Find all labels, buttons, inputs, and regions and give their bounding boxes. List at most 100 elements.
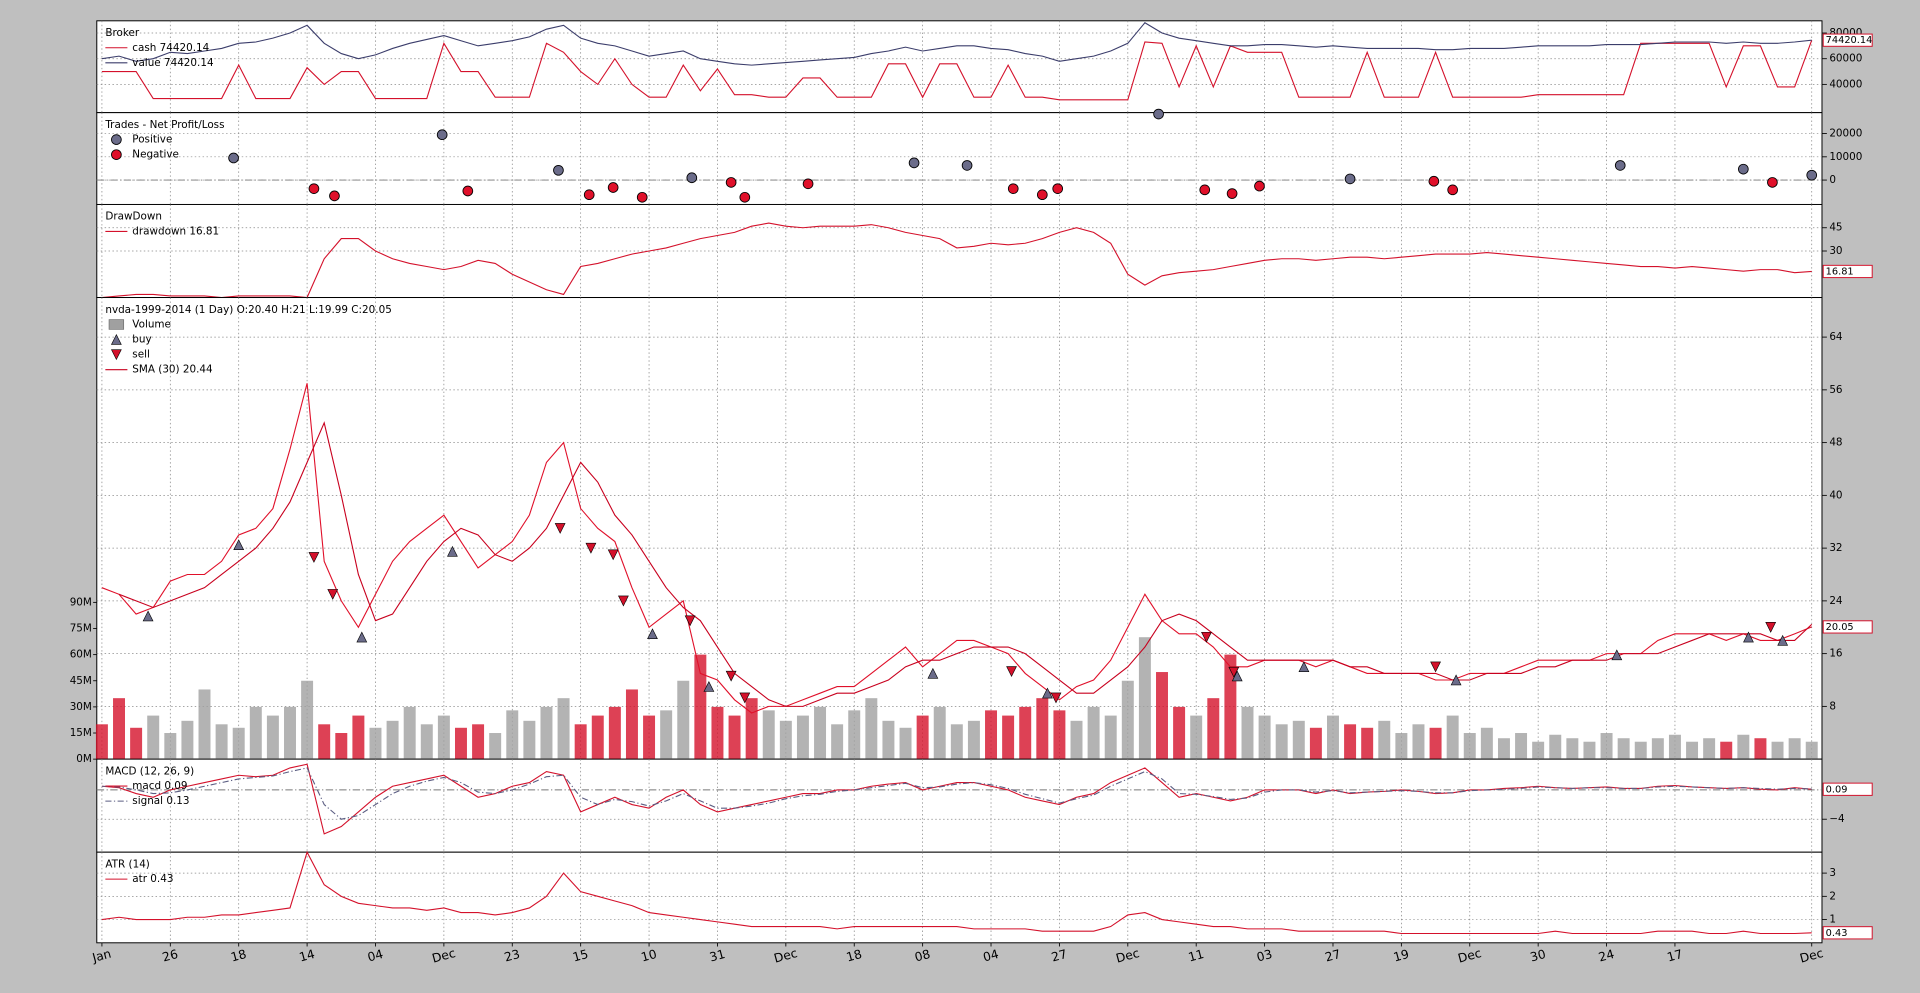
series-line	[101, 767, 1812, 820]
trade-point	[1428, 175, 1440, 187]
volume-bar	[420, 724, 433, 760]
volume-bar	[198, 689, 211, 760]
trade-point	[1344, 173, 1356, 185]
x-tick-label: 03	[1255, 947, 1274, 965]
last-value-label: 16.81	[1826, 266, 1854, 277]
volume-bar	[608, 706, 621, 760]
volume-bar	[745, 698, 758, 760]
volume-bar	[318, 724, 331, 760]
volume-bar	[1361, 727, 1374, 760]
x-tick-label: 27	[1324, 947, 1343, 965]
volume-bar	[625, 689, 638, 760]
trade-point	[1447, 184, 1458, 196]
last-value-label: 0.09	[1826, 784, 1848, 795]
trade-point	[308, 183, 320, 194]
x-tick-label: 18	[229, 947, 248, 965]
volume-bar	[779, 720, 792, 760]
panel-title: MACD (12, 26, 9)	[105, 765, 194, 777]
volume-bar	[1668, 734, 1681, 760]
buy-marker	[1298, 661, 1310, 673]
trade-point	[1153, 108, 1164, 120]
series-line	[101, 850, 1812, 935]
panel-title: DrawDown	[105, 211, 162, 223]
trade-point	[1199, 184, 1211, 196]
volume-bar	[1087, 706, 1100, 760]
volume-bar	[814, 706, 827, 760]
last-value-label: 20.05	[1826, 622, 1854, 633]
volume-bar	[933, 706, 946, 760]
volume-bar	[1019, 706, 1032, 760]
volume-bar	[352, 715, 365, 760]
sell-marker	[327, 589, 339, 600]
volume-bar	[506, 710, 519, 760]
sell-marker	[1765, 622, 1777, 633]
series-line	[101, 383, 1812, 714]
volume-bar	[335, 733, 348, 760]
volume-bar	[1788, 738, 1801, 760]
panel	[96, 203, 1823, 299]
trade-point	[908, 157, 920, 169]
buy-marker	[142, 610, 154, 622]
volume-bar	[1275, 724, 1288, 760]
buy-marker	[1450, 674, 1462, 686]
trade-point	[636, 191, 648, 203]
sell-marker	[684, 615, 696, 627]
volume-bar	[1258, 715, 1271, 760]
trade-point	[1767, 177, 1778, 188]
sell-marker	[1228, 666, 1240, 678]
volume-bar	[181, 720, 194, 760]
trade-point	[607, 182, 619, 193]
volume-bar	[249, 706, 262, 760]
x-tick-label: 23	[503, 947, 522, 965]
buy-marker	[1611, 649, 1623, 661]
volume-bar	[437, 715, 450, 760]
legend-label: value 74420.14	[132, 57, 214, 69]
buy-marker	[233, 539, 245, 551]
last-value-label: 74420.14	[1826, 35, 1873, 46]
volume-bar	[454, 727, 467, 760]
x-tick-label: 10	[640, 947, 659, 965]
y-tick-label: 8	[1829, 700, 1836, 712]
sell-marker	[725, 670, 737, 682]
buy-marker	[1231, 670, 1243, 682]
volume-bar	[1720, 741, 1733, 760]
legend-label: Negative	[132, 149, 179, 161]
x-tick-label: 19	[1392, 947, 1411, 965]
volume-bar	[1378, 720, 1391, 760]
y2-tick-label: 45M	[70, 675, 92, 687]
volume-bar	[523, 720, 536, 760]
panel	[96, 851, 1823, 944]
volume-bar	[1309, 727, 1322, 760]
buy-marker	[703, 681, 715, 692]
volume-bar	[1344, 724, 1357, 760]
volume-bar	[1771, 741, 1784, 760]
last-value-box	[1822, 264, 1873, 279]
x-tick-label: 11	[1187, 947, 1206, 965]
volume-bar	[865, 698, 878, 760]
trade-point	[228, 152, 239, 164]
volume-bar	[660, 710, 673, 760]
volume-bar	[232, 727, 245, 760]
volume-bar	[916, 715, 929, 760]
volume-bar	[1686, 741, 1699, 760]
volume-bar	[1566, 738, 1579, 760]
trade-point	[1036, 189, 1048, 201]
trade-point	[1254, 180, 1265, 192]
volume-bar	[1190, 715, 1203, 760]
volume-bar	[643, 715, 656, 760]
trade-point	[1806, 169, 1818, 181]
volume-bar	[1703, 738, 1716, 760]
y2-tick-label: 15M	[70, 727, 92, 739]
panel-title: nvda-1999-2014 (1 Day) O:20.40 H:21 L:19…	[105, 304, 391, 316]
volume-bar	[882, 720, 895, 760]
legend-label: atr 0.43	[132, 873, 173, 885]
volume-bar	[1412, 724, 1425, 760]
volume-bar	[677, 680, 690, 760]
y-tick-label: 0	[1829, 174, 1836, 186]
volume-bar	[1497, 738, 1510, 760]
volume-bar	[472, 724, 485, 760]
y-tick-label: 1	[1829, 914, 1836, 926]
volume-bar	[728, 715, 741, 760]
buy-marker	[447, 545, 458, 557]
